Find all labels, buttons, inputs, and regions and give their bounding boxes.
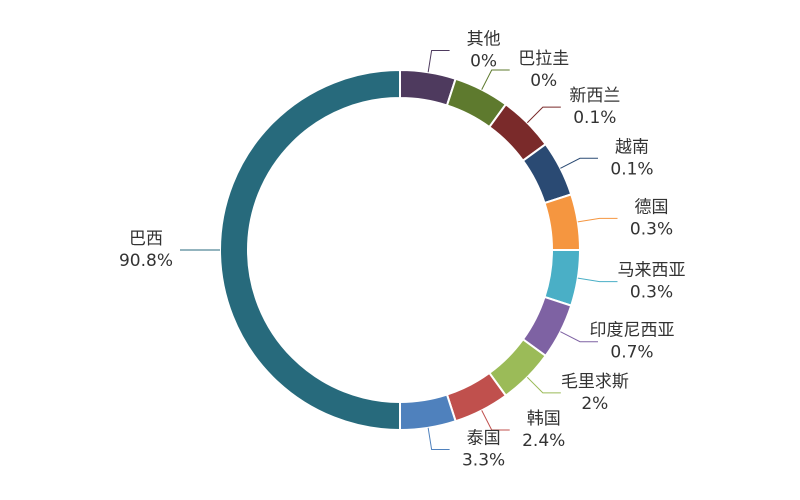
slice [399,68,457,107]
slice-label: 巴西 [129,229,163,249]
value-label: 0.3% [630,283,673,303]
leader-line [526,106,561,124]
leader-line [560,157,598,169]
slice-label: 毛里求斯 [561,372,629,392]
leader-line [481,69,510,90]
leader-line [481,410,510,431]
slice [399,393,457,432]
value-label: 0.7% [610,343,653,363]
leader-line [577,217,618,223]
value-label: 2% [581,394,608,414]
value-label: 0.1% [573,108,616,128]
slice-label: 其他 [467,29,501,49]
value-label: 3.3% [462,451,505,471]
value-label: 2.4% [522,431,565,451]
slice-label: 德国 [635,197,669,217]
slice-label: 韩国 [527,409,561,429]
leader-line [577,277,618,283]
value-label: 0% [470,51,497,71]
value-label: 0.1% [610,159,653,179]
value-label: 0.3% [630,219,673,239]
slice-label: 越南 [615,137,649,157]
value-label: 0% [530,71,557,91]
slice-label: 新西兰 [569,86,620,106]
leader-line [560,331,598,343]
leader-line [427,49,450,73]
slice-label: 马来西亚 [618,261,686,281]
leader-line [427,427,450,451]
leader-line [526,376,561,394]
slice-label: 印度尼西亚 [589,321,674,341]
value-label: 90.8% [119,251,173,271]
slice [219,68,401,432]
slice-label: 泰国 [467,429,501,449]
slice [543,193,582,251]
slice [543,249,582,307]
slice-label: 巴拉圭 [518,49,569,69]
